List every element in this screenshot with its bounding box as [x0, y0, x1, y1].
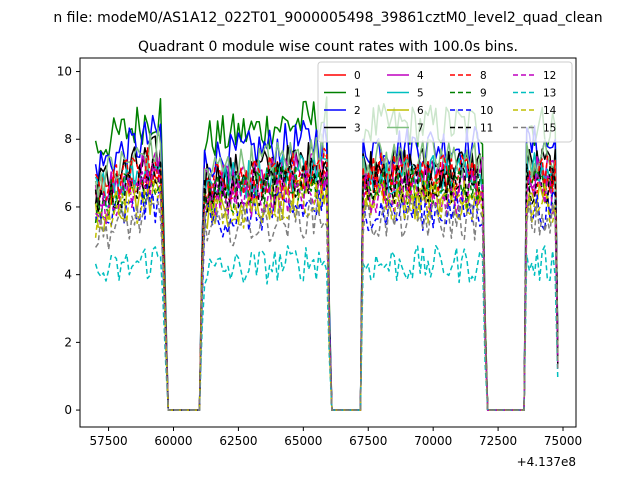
y-tick-label: 0	[64, 403, 72, 417]
y-tick-label: 8	[64, 132, 72, 146]
legend-label: 5	[417, 88, 424, 100]
chart-title: Quadrant 0 module wise count rates with …	[138, 39, 518, 55]
x-tick-label: 65000	[284, 434, 322, 448]
legend-label: 10	[480, 105, 493, 117]
x-tick-label: 75000	[544, 434, 582, 448]
x-axis: 57500 60000 62500 65000 67500 70000 72500 75000	[89, 427, 582, 448]
legend-label: 6	[417, 105, 424, 117]
figure-suptitle: n file: modeM0/AS1A12_022T01_9000005498_…	[53, 10, 602, 26]
legend-label: 7	[417, 123, 424, 135]
x-tick-label: 57500	[89, 434, 127, 448]
legend-label: 8	[480, 70, 487, 82]
legend-box	[317, 61, 573, 143]
x-tick-label: 67500	[349, 434, 387, 448]
y-tick-label: 6	[64, 200, 72, 214]
legend-label: 0	[354, 70, 361, 82]
legend-label: 9	[480, 88, 487, 100]
legend-label: 11	[480, 123, 493, 135]
y-tick-label: 10	[57, 65, 72, 79]
legend-label: 14	[543, 105, 557, 117]
y-axis: 0 2 4 6 8 10	[57, 65, 80, 417]
series-line-12	[95, 163, 559, 411]
series-line-15	[94, 194, 559, 411]
y-tick-label: 2	[64, 335, 72, 349]
series-line-14	[94, 179, 559, 411]
legend-label: 13	[543, 88, 556, 100]
legend-label: 12	[543, 70, 556, 82]
plot-frame	[79, 57, 577, 428]
legend-label: 15	[543, 123, 556, 135]
legend-label: 3	[354, 123, 361, 135]
x-offset-label: +4.137e8	[517, 455, 576, 469]
series-layer	[94, 96, 559, 411]
legend-label: 2	[354, 105, 361, 117]
legend-label: 4	[417, 70, 424, 82]
x-tick-label: 60000	[154, 434, 192, 448]
y-tick-label: 4	[64, 268, 72, 282]
x-tick-label: 70000	[414, 434, 452, 448]
x-tick-label: 62500	[219, 434, 257, 448]
x-tick-label: 72500	[479, 434, 517, 448]
legend-label: 1	[354, 88, 361, 100]
